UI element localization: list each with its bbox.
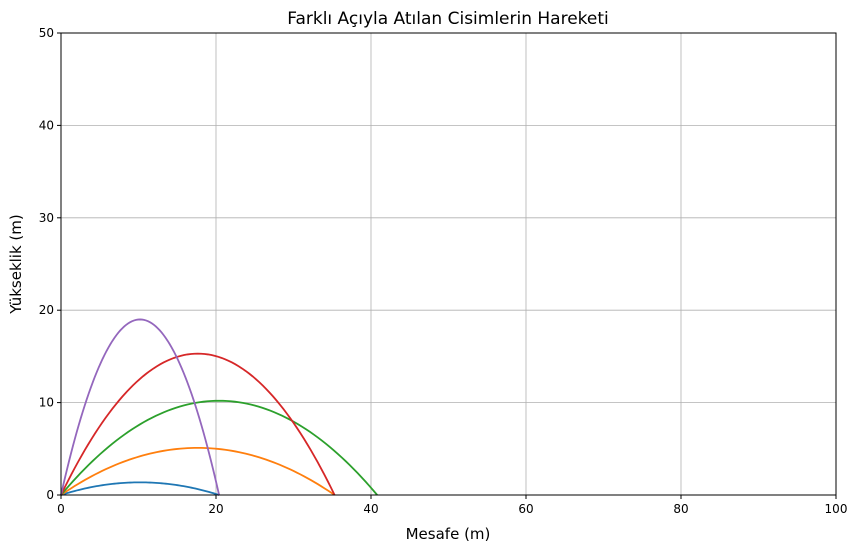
y-tick-label: 30 <box>39 211 54 225</box>
x-axis-ticks: 0 20 40 60 80 100 <box>57 495 847 516</box>
x-tick-label: 0 <box>57 502 65 516</box>
x-tick-label: 80 <box>673 502 688 516</box>
y-tick-label: 50 <box>39 26 54 40</box>
y-axis-label: Yükseklik (m) <box>7 214 25 314</box>
series-group <box>60 318 378 496</box>
trajectory-line-3 <box>60 399 378 496</box>
y-tick-label: 20 <box>39 303 54 317</box>
x-tick-label: 100 <box>825 502 848 516</box>
y-axis-ticks: 0 10 20 30 40 50 <box>39 26 61 502</box>
x-tick-label: 20 <box>208 502 223 516</box>
plot-frame <box>60 32 837 496</box>
trajectory-line-2 <box>60 446 336 496</box>
chart-title: Farklı Açıyla Atılan Cisimlerin Hareketi <box>287 9 609 29</box>
y-tick-label: 10 <box>39 396 54 410</box>
trajectory-line-1 <box>60 481 220 496</box>
x-axis-label: Mesafe (m) <box>406 525 491 543</box>
x-tick-label: 40 <box>363 502 378 516</box>
trajectory-line-5 <box>60 318 220 496</box>
x-tick-label: 60 <box>518 502 533 516</box>
trajectory-line-4 <box>60 352 336 496</box>
y-tick-label: 40 <box>39 118 54 132</box>
grid-lines <box>60 32 837 496</box>
y-tick-label: 0 <box>46 488 54 502</box>
